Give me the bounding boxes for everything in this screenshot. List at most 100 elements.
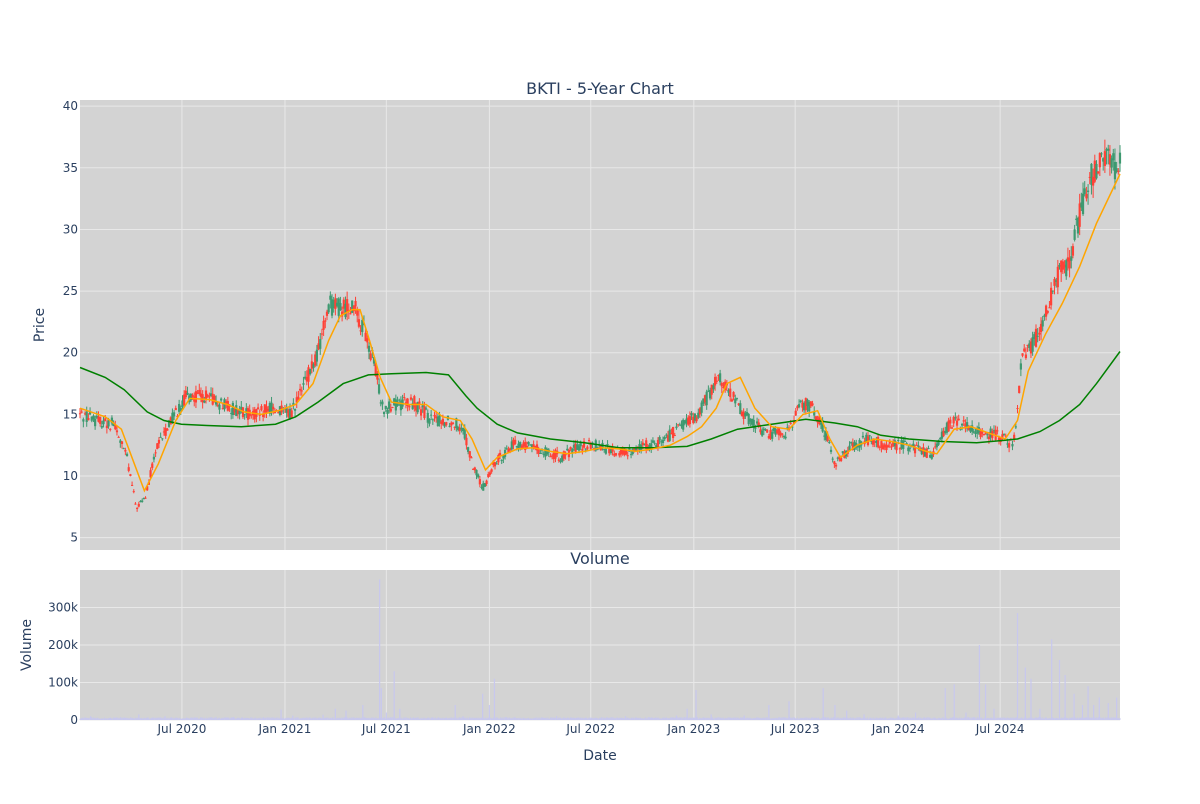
candle-body (789, 423, 792, 425)
volume-bar (854, 718, 855, 720)
volume-bar (776, 717, 778, 720)
candle-body (554, 450, 557, 459)
volume-bar (490, 718, 491, 720)
volume-bar (318, 717, 320, 720)
volume-bar (104, 717, 106, 720)
candle-body (490, 469, 493, 472)
volume-bar (734, 717, 736, 720)
volume-bar (298, 717, 299, 720)
candle-body (566, 448, 569, 451)
volume-bar (244, 718, 246, 720)
volume-bar (964, 717, 966, 720)
candle-body (1073, 229, 1076, 240)
candle-body (372, 356, 376, 364)
volume-bar (1033, 718, 1035, 720)
candle-body (771, 432, 774, 439)
volume-bar (98, 718, 99, 720)
volume-bar (622, 717, 624, 720)
volume-bar (303, 717, 304, 720)
volume-bar (341, 717, 342, 720)
candle-body (1002, 433, 1006, 435)
candle-body (829, 449, 833, 452)
candle-body (986, 434, 989, 436)
volume-bar (659, 718, 661, 720)
volume-bar (981, 717, 983, 720)
volume-bar (721, 718, 723, 720)
candle-body (752, 419, 755, 428)
volume-bar (299, 718, 300, 720)
volume-bar (1021, 717, 1022, 720)
candle-body (772, 427, 775, 432)
volume-bar (933, 717, 934, 720)
candle-body (808, 402, 811, 412)
volume-bar (904, 718, 906, 720)
volume-bar (496, 717, 498, 720)
volume-bar (651, 717, 653, 720)
volume-bar (522, 717, 524, 720)
volume-bar (273, 717, 275, 720)
candle-body (764, 429, 767, 431)
volume-bar (298, 718, 300, 720)
volume-bar (887, 718, 889, 720)
volume-bar (95, 717, 97, 720)
volume-bar (340, 718, 342, 720)
volume-bar (590, 718, 592, 720)
volume-bar (839, 718, 840, 720)
candle-body (650, 443, 653, 449)
volume-bar (503, 717, 505, 720)
volume-bar (191, 717, 193, 720)
candle-body (801, 402, 804, 408)
volume-bar (1037, 718, 1039, 720)
volume-bar (666, 717, 668, 720)
volume-bar (1019, 718, 1021, 720)
candle-body (572, 444, 576, 448)
candle-body (443, 423, 446, 427)
volume-bar (410, 717, 411, 720)
volume-bar (254, 717, 256, 720)
volume-bar (500, 717, 501, 720)
volume-bar (156, 718, 158, 720)
volume-bar (563, 717, 565, 720)
volume-bar (929, 717, 931, 720)
candle-body (1118, 152, 1122, 164)
volume-bar (690, 718, 691, 720)
volume-bar (417, 717, 419, 720)
volume-bar (623, 718, 625, 720)
volume-bar (555, 716, 558, 720)
volume-bar (206, 717, 207, 720)
volume-bar (108, 717, 110, 720)
candle-body (307, 367, 310, 382)
candle-body (209, 393, 213, 396)
candle-body (838, 456, 841, 460)
volume-bar (1091, 717, 1092, 720)
candle-body (339, 303, 342, 311)
volume-bar (683, 718, 685, 720)
volume-bar (235, 718, 237, 720)
candle-body (880, 441, 883, 448)
volume-bar (395, 717, 397, 720)
volume-bar (1098, 697, 1100, 720)
candle-body (1090, 163, 1093, 185)
volume-bar (196, 718, 198, 720)
volume-bar (477, 717, 479, 720)
candle-body (349, 313, 352, 315)
volume-bar (161, 718, 163, 720)
volume-bar (945, 717, 947, 720)
volume-bar (585, 717, 587, 720)
candle-body (697, 412, 700, 418)
candle-body (955, 420, 959, 426)
volume-bar (768, 705, 770, 720)
volume-bar (113, 718, 115, 720)
volume-bar (133, 718, 135, 720)
candle-body (577, 446, 581, 451)
volume-bar (544, 718, 546, 720)
volume-bar (772, 718, 774, 720)
volume-bar (877, 718, 879, 720)
volume-bar (599, 718, 601, 720)
volume-bar (461, 718, 463, 720)
volume-bar (459, 717, 461, 720)
candle-body (712, 385, 715, 390)
volume-bar (933, 717, 935, 720)
volume-bar (638, 718, 640, 720)
volume-bar (1106, 718, 1107, 720)
